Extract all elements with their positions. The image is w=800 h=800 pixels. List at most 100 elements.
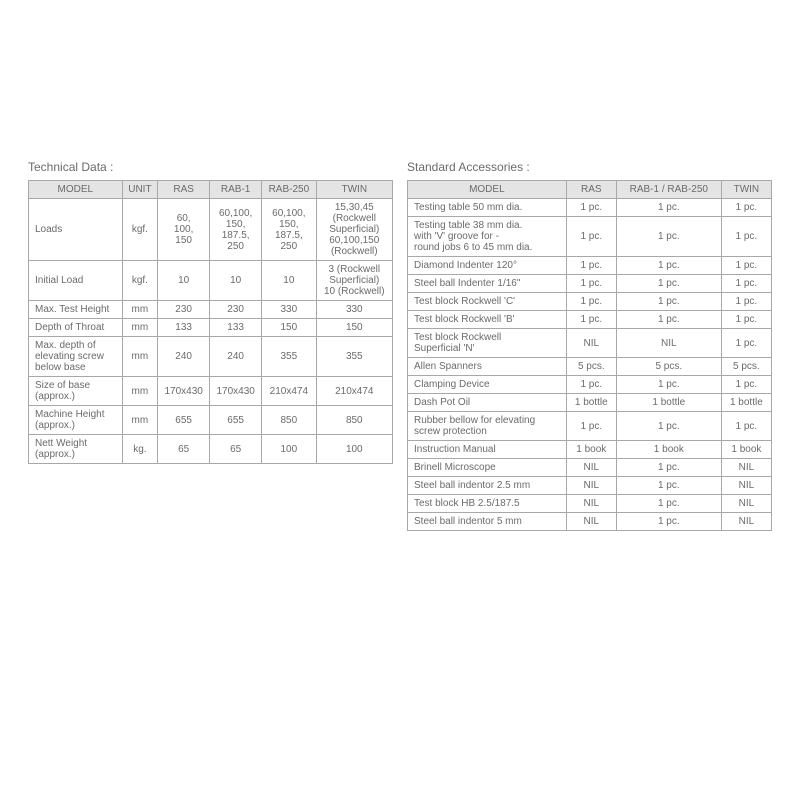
cell-unit: mm bbox=[122, 406, 158, 435]
cell-ras: 133 bbox=[158, 319, 210, 337]
cell-ras: 655 bbox=[158, 406, 210, 435]
cell-rab: 1 pc. bbox=[616, 459, 721, 477]
cell-rab250: 150 bbox=[262, 319, 316, 337]
table-row: Test block Rockwell 'C'1 pc.1 pc.1 pc. bbox=[408, 293, 772, 311]
cell-rab1: 655 bbox=[210, 406, 262, 435]
cell-unit: mm bbox=[122, 337, 158, 377]
cell-rab1: 133 bbox=[210, 319, 262, 337]
col-ras: RAS bbox=[158, 181, 210, 199]
table-header-row: MODEL UNIT RAS RAB-1 RAB-250 TWIN bbox=[29, 181, 393, 199]
table-header-row: MODEL RAS RAB-1 / RAB-250 TWIN bbox=[408, 181, 772, 199]
cell-twin: 150 bbox=[316, 319, 392, 337]
cell-unit: kg. bbox=[122, 435, 158, 464]
cell-twin: 850 bbox=[316, 406, 392, 435]
cell-label: Steel ball Indenter 1/16" bbox=[408, 275, 567, 293]
technical-data-section: Technical Data : MODEL UNIT RAS RAB-1 RA… bbox=[28, 160, 393, 531]
cell-rab1: 230 bbox=[210, 301, 262, 319]
col-unit: UNIT bbox=[122, 181, 158, 199]
col-model: MODEL bbox=[408, 181, 567, 199]
cell-label: Allen Spanners bbox=[408, 358, 567, 376]
cell-ras: 1 pc. bbox=[566, 257, 616, 275]
cell-label: Diamond Indenter 120° bbox=[408, 257, 567, 275]
cell-ras: NIL bbox=[566, 459, 616, 477]
technical-data-body: Loadskgf.60,100,15060,100,150,187.5,2506… bbox=[29, 199, 393, 464]
cell-rab: 1 book bbox=[616, 441, 721, 459]
cell-label: Instruction Manual bbox=[408, 441, 567, 459]
cell-label: Steel ball indentor 5 mm bbox=[408, 513, 567, 531]
cell-label: Test block Rockwell 'C' bbox=[408, 293, 567, 311]
cell-rab: 1 pc. bbox=[616, 257, 721, 275]
table-row: Size of base(approx.)mm170x430170x430210… bbox=[29, 377, 393, 406]
col-twin: TWIN bbox=[721, 181, 771, 199]
table-row: Rubber bellow for elevatingscrew protect… bbox=[408, 412, 772, 441]
cell-ras: NIL bbox=[566, 329, 616, 358]
cell-ras: NIL bbox=[566, 513, 616, 531]
cell-rab250: 210x474 bbox=[262, 377, 316, 406]
cell-rab250: 60,100,150,187.5,250 bbox=[262, 199, 316, 261]
cell-rab: 1 pc. bbox=[616, 311, 721, 329]
cell-label: Max. depth ofelevating screwbelow base bbox=[29, 337, 123, 377]
cell-ras: 10 bbox=[158, 261, 210, 301]
table-row: Clamping Device1 pc.1 pc.1 pc. bbox=[408, 376, 772, 394]
col-rab: RAB-1 / RAB-250 bbox=[616, 181, 721, 199]
cell-twin: NIL bbox=[721, 459, 771, 477]
cell-twin: NIL bbox=[721, 495, 771, 513]
cell-label: Clamping Device bbox=[408, 376, 567, 394]
cell-twin: 1 pc. bbox=[721, 217, 771, 257]
cell-ras: 65 bbox=[158, 435, 210, 464]
cell-rab1: 10 bbox=[210, 261, 262, 301]
cell-unit: mm bbox=[122, 301, 158, 319]
cell-rab: 1 pc. bbox=[616, 376, 721, 394]
cell-rab1: 60,100,150,187.5,250 bbox=[210, 199, 262, 261]
cell-label: Brinell Microscope bbox=[408, 459, 567, 477]
cell-rab: 1 pc. bbox=[616, 275, 721, 293]
cell-twin: 1 book bbox=[721, 441, 771, 459]
table-row: Allen Spanners5 pcs.5 pcs.5 pcs. bbox=[408, 358, 772, 376]
cell-rab250: 355 bbox=[262, 337, 316, 377]
col-ras: RAS bbox=[566, 181, 616, 199]
table-row: Loadskgf.60,100,15060,100,150,187.5,2506… bbox=[29, 199, 393, 261]
cell-ras: 1 bottle bbox=[566, 394, 616, 412]
cell-twin: 1 pc. bbox=[721, 293, 771, 311]
cell-twin: 1 pc. bbox=[721, 311, 771, 329]
cell-ras: 60,100,150 bbox=[158, 199, 210, 261]
cell-rab250: 100 bbox=[262, 435, 316, 464]
table-row: Testing table 38 mm dia.with 'V' groove … bbox=[408, 217, 772, 257]
cell-rab250: 10 bbox=[262, 261, 316, 301]
cell-twin: 1 pc. bbox=[721, 412, 771, 441]
cell-label: Testing table 50 mm dia. bbox=[408, 199, 567, 217]
table-row: Steel ball indentor 5 mmNIL1 pc.NIL bbox=[408, 513, 772, 531]
cell-twin: 1 bottle bbox=[721, 394, 771, 412]
cell-label: Steel ball indentor 2.5 mm bbox=[408, 477, 567, 495]
cell-ras: 1 pc. bbox=[566, 311, 616, 329]
cell-label: Dash Pot Oil bbox=[408, 394, 567, 412]
cell-twin: 330 bbox=[316, 301, 392, 319]
table-row: Machine Height(approx.)mm655655850850 bbox=[29, 406, 393, 435]
cell-rab: 5 pcs. bbox=[616, 358, 721, 376]
cell-twin: 355 bbox=[316, 337, 392, 377]
cell-twin: NIL bbox=[721, 513, 771, 531]
cell-rab: 1 pc. bbox=[616, 412, 721, 441]
cell-ras: NIL bbox=[566, 495, 616, 513]
cell-twin: 1 pc. bbox=[721, 257, 771, 275]
cell-unit: kgf. bbox=[122, 261, 158, 301]
cell-twin: 3 (RockwellSuperficial)10 (Rockwell) bbox=[316, 261, 392, 301]
cell-rab250: 850 bbox=[262, 406, 316, 435]
col-rab250: RAB-250 bbox=[262, 181, 316, 199]
cell-ras: 5 pcs. bbox=[566, 358, 616, 376]
cell-rab: 1 pc. bbox=[616, 217, 721, 257]
table-row: Testing table 50 mm dia.1 pc.1 pc.1 pc. bbox=[408, 199, 772, 217]
table-row: Max. Test Heightmm230230330330 bbox=[29, 301, 393, 319]
table-row: Brinell MicroscopeNIL1 pc.NIL bbox=[408, 459, 772, 477]
cell-twin: 5 pcs. bbox=[721, 358, 771, 376]
cell-label: Test block RockwellSuperficial 'N' bbox=[408, 329, 567, 358]
accessories-table: MODEL RAS RAB-1 / RAB-250 TWIN Testing t… bbox=[407, 180, 772, 531]
cell-unit: mm bbox=[122, 319, 158, 337]
cell-rab: 1 pc. bbox=[616, 495, 721, 513]
cell-rab: 1 pc. bbox=[616, 199, 721, 217]
cell-unit: kgf. bbox=[122, 199, 158, 261]
cell-rab1: 170x430 bbox=[210, 377, 262, 406]
cell-ras: 1 pc. bbox=[566, 217, 616, 257]
cell-twin: NIL bbox=[721, 477, 771, 495]
cell-twin: 1 pc. bbox=[721, 376, 771, 394]
